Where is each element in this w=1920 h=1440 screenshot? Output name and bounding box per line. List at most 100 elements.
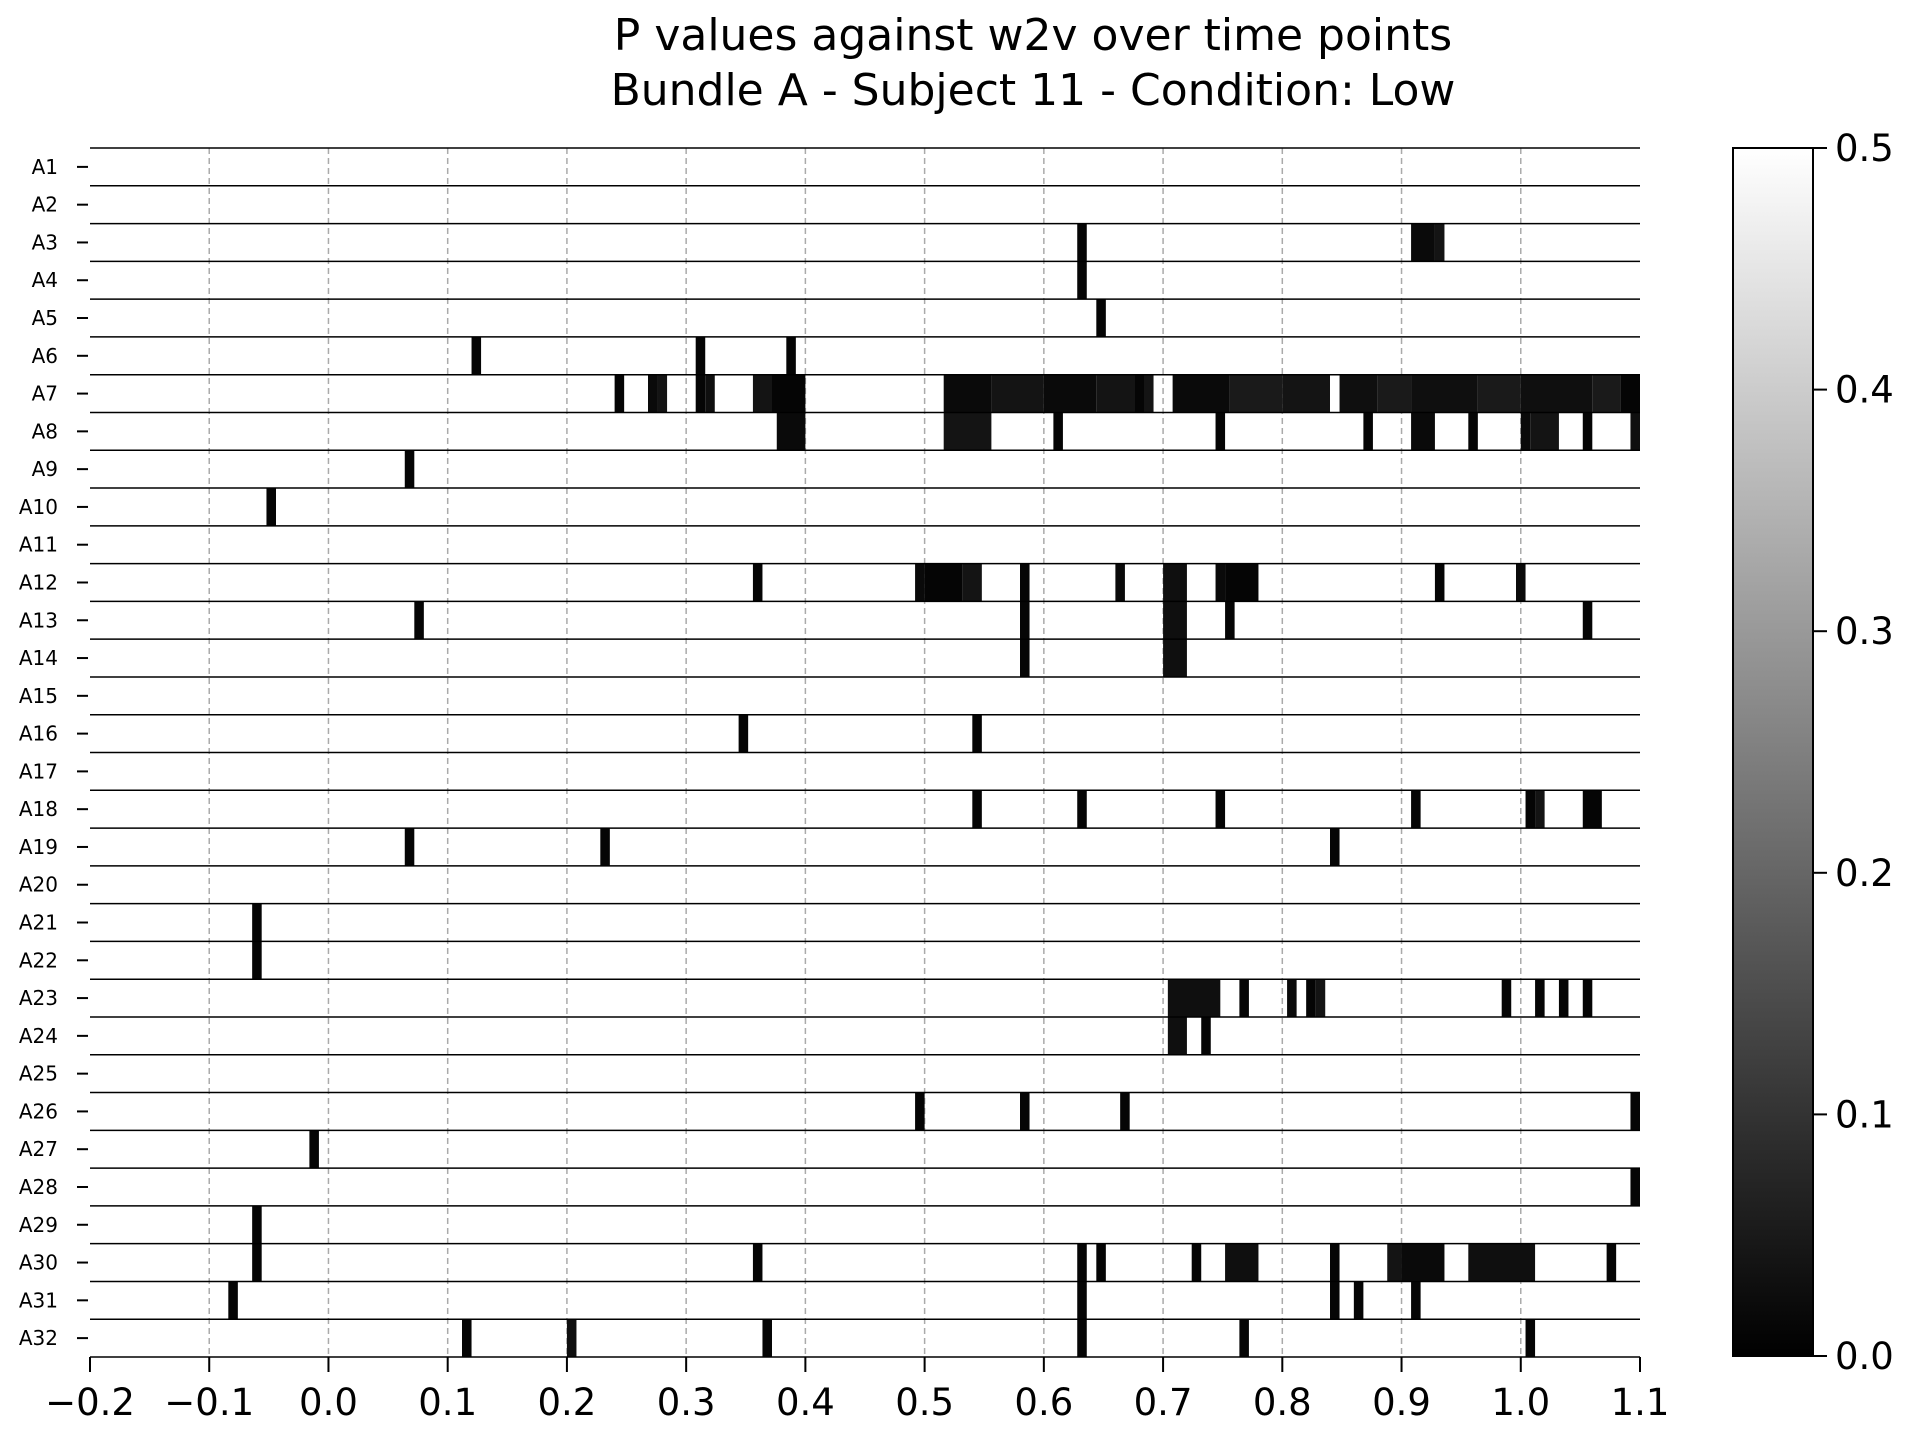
heatmap-cell (1520, 412, 1531, 451)
y-tick-label: A16 (19, 722, 58, 746)
colorbar-tick-label: 0.5 (1835, 127, 1894, 170)
heatmap-cell (962, 563, 982, 602)
heatmap-cell (1043, 374, 1097, 413)
heatmap-cell (1020, 639, 1030, 677)
y-tick-label: A30 (19, 1251, 58, 1275)
heatmap-cell (695, 336, 706, 375)
y-tick-label: A12 (19, 570, 58, 594)
heatmap-cell (1620, 374, 1640, 413)
colorbar-tick-label: 0.2 (1835, 852, 1894, 895)
heatmap-cell (1096, 374, 1135, 413)
heatmap-cell (1134, 374, 1144, 413)
chart-title-line-2: Bundle A - Subject 11 - Condition: Low (611, 65, 1456, 116)
heatmap-cell (1401, 1243, 1445, 1282)
heatmap-cell (1239, 979, 1249, 1017)
heatmap-cell (1387, 1243, 1402, 1282)
heatmap-cell (1535, 979, 1545, 1017)
heatmap-cell (1330, 1243, 1340, 1282)
x-tick-label: 0.6 (1014, 1381, 1073, 1424)
heatmap-cell (924, 563, 963, 602)
y-tick-label: A22 (19, 948, 58, 972)
heatmap-cell (1229, 374, 1283, 413)
heatmap-cell (1411, 1281, 1421, 1320)
heatmap-cell (252, 1243, 262, 1282)
x-tick-label: 1.0 (1491, 1381, 1550, 1424)
heatmap-cell (1077, 1319, 1087, 1357)
y-tick-label: A23 (19, 986, 58, 1010)
colorbar-tick-label: 0.3 (1835, 610, 1894, 653)
chart-title-line-1: P values against w2v over time points (614, 10, 1452, 61)
y-tick-label: A8 (32, 419, 58, 443)
heatmap-cell (1468, 412, 1478, 451)
x-tick-label: 0.2 (538, 1381, 597, 1424)
heatmap-cell (1225, 1243, 1259, 1282)
x-tick-label: −0.2 (45, 1381, 135, 1424)
heatmap-cell (705, 374, 715, 413)
y-tick-label: A6 (32, 344, 58, 368)
heatmap-cell (972, 790, 982, 829)
y-tick-label: A1 (32, 155, 58, 179)
heatmap-cell (943, 412, 992, 451)
heatmap-cell (1582, 601, 1593, 640)
chart-title: P values against w2v over time points Bu… (611, 10, 1456, 116)
colorbar: 0.0 0.1 0.2 0.3 0.4 0.5 (1732, 127, 1894, 1378)
y-tick-label: A5 (32, 306, 58, 330)
heatmap-cell (1163, 563, 1187, 602)
heatmap-cell (1225, 563, 1259, 602)
heatmap-cell (1282, 374, 1330, 413)
heatmap-cell (1077, 790, 1087, 829)
heatmap-cell (1239, 1319, 1249, 1357)
heatmap-cell (1020, 1092, 1030, 1131)
colorbar-tick-label: 0.4 (1835, 369, 1894, 412)
heatmap-cell (1120, 1092, 1130, 1131)
heatmap-cell (1315, 979, 1326, 1017)
heatmap-cell (1516, 563, 1526, 602)
y-tick-label: A31 (19, 1288, 58, 1312)
heatmap-cell (252, 903, 262, 942)
heatmap-cell (252, 1205, 262, 1244)
heatmap-cell (1163, 639, 1187, 677)
heatmap-cell (752, 374, 772, 413)
heatmap-cell (566, 1319, 577, 1357)
colorbar-tick-label: 0.0 (1835, 1335, 1894, 1378)
heatmap-cells (228, 223, 1640, 1357)
y-tick-label: A26 (19, 1099, 58, 1123)
heatmap-cell (1630, 1092, 1640, 1131)
heatmap-cell (738, 714, 749, 753)
y-tick-label: A19 (19, 835, 58, 859)
heatmap-cell (657, 374, 668, 413)
heatmap-cell (1530, 412, 1559, 451)
heatmap-cell (1606, 1243, 1617, 1282)
heatmap-cell (1630, 1168, 1640, 1206)
heatmap-cell (772, 374, 806, 413)
heatmap-cell (1592, 374, 1621, 413)
y-tick-label: A3 (32, 230, 58, 254)
heatmap-cell (1215, 790, 1226, 829)
x-tick-label: 0.9 (1372, 1381, 1431, 1424)
heatmap-cell (1077, 1243, 1087, 1282)
y-tick-label: A21 (19, 911, 58, 935)
x-tick-label: 1.1 (1611, 1381, 1670, 1424)
heatmap-cell (1215, 563, 1226, 602)
heatmap-cell (1468, 1243, 1536, 1282)
heatmap-cell (943, 374, 992, 413)
heatmap-cell (1411, 374, 1478, 413)
heatmap-cell (462, 1319, 472, 1357)
heatmap-cell (972, 714, 982, 753)
x-tick-label: −0.1 (164, 1381, 254, 1424)
heatmap-cell (1225, 601, 1235, 640)
heatmap-cell (1630, 412, 1640, 451)
heatmap-cell (786, 336, 796, 375)
heatmap-cell (1096, 299, 1106, 337)
y-tick-label: A15 (19, 684, 58, 708)
y-tick-label: A4 (32, 268, 58, 292)
x-tick-label: 0.5 (895, 1381, 954, 1424)
heatmap-cell (1582, 979, 1593, 1017)
y-tick-label: A17 (19, 759, 58, 783)
heatmap-cell (1144, 374, 1154, 413)
y-tick-label: A7 (32, 382, 58, 406)
x-tick-label: 0.7 (1134, 1381, 1193, 1424)
y-tick-label: A28 (19, 1175, 58, 1199)
y-tick-label: A32 (19, 1326, 58, 1350)
